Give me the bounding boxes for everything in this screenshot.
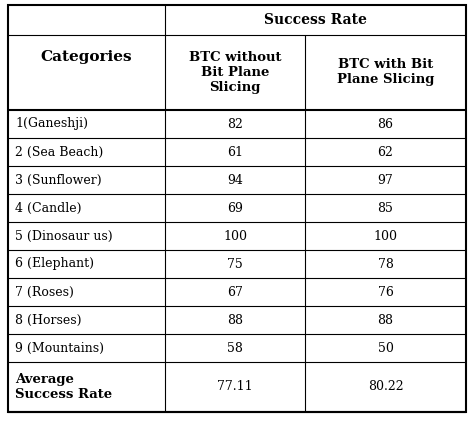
Text: 76: 76	[378, 286, 393, 298]
Text: 50: 50	[378, 341, 393, 354]
Text: 85: 85	[378, 201, 393, 214]
Text: 67: 67	[227, 286, 243, 298]
Text: 94: 94	[227, 173, 243, 187]
Text: 2 (Sea Beach): 2 (Sea Beach)	[15, 146, 103, 159]
Text: 69: 69	[227, 201, 243, 214]
Text: 6 (Elephant): 6 (Elephant)	[15, 257, 94, 271]
Text: BTC without
Bit Plane
Slicing: BTC without Bit Plane Slicing	[189, 51, 281, 94]
Text: 75: 75	[227, 257, 243, 271]
Text: 88: 88	[227, 314, 243, 327]
Text: 88: 88	[377, 314, 393, 327]
Text: 100: 100	[374, 230, 398, 243]
Text: 8 (Horses): 8 (Horses)	[15, 314, 82, 327]
Text: 5 (Dinosaur us): 5 (Dinosaur us)	[15, 230, 113, 243]
Text: 1(Ganeshji): 1(Ganeshji)	[15, 117, 88, 130]
Text: 78: 78	[378, 257, 393, 271]
Text: 86: 86	[377, 117, 393, 130]
Text: 9 (Mountains): 9 (Mountains)	[15, 341, 104, 354]
Text: Categories: Categories	[41, 51, 132, 65]
Text: 3 (Sunflower): 3 (Sunflower)	[15, 173, 101, 187]
Text: 7 (Roses): 7 (Roses)	[15, 286, 74, 298]
Text: 61: 61	[227, 146, 243, 159]
Text: 62: 62	[378, 146, 393, 159]
Text: 82: 82	[227, 117, 243, 130]
Text: 97: 97	[378, 173, 393, 187]
Text: 100: 100	[223, 230, 247, 243]
Text: Average
Success Rate: Average Success Rate	[15, 373, 112, 401]
Text: Success Rate: Success Rate	[264, 13, 367, 27]
Text: 4 (Candle): 4 (Candle)	[15, 201, 82, 214]
Text: BTC with Bit
Plane Slicing: BTC with Bit Plane Slicing	[337, 59, 434, 87]
Text: 77.11: 77.11	[217, 381, 253, 393]
Text: 80.22: 80.22	[368, 381, 403, 393]
Text: 58: 58	[227, 341, 243, 354]
